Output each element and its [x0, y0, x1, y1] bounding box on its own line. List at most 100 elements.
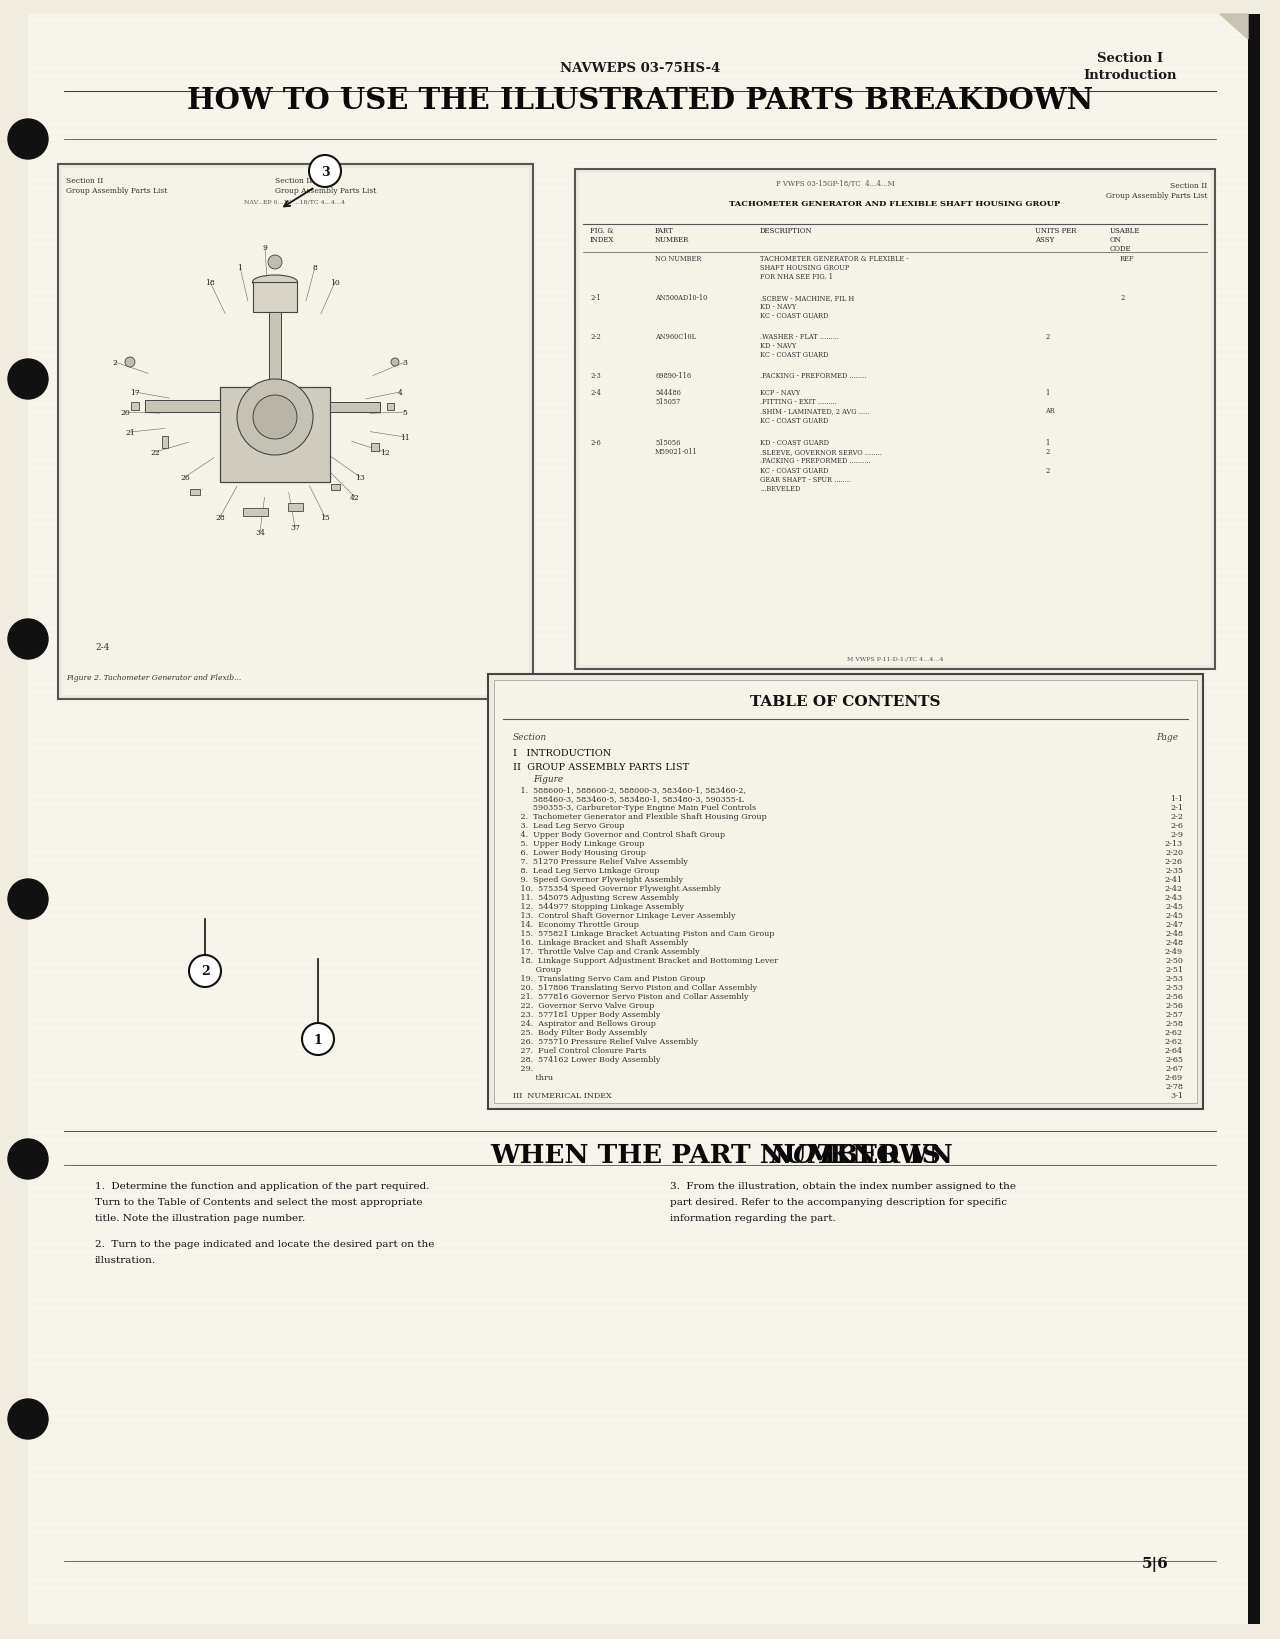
Bar	[163, 436, 168, 449]
FancyBboxPatch shape	[28, 15, 1251, 1624]
Circle shape	[125, 357, 134, 367]
Text: 9.  Speed Governor Flyweight Assembly: 9. Speed Governor Flyweight Assembly	[513, 875, 684, 883]
Text: 29.: 29.	[513, 1064, 534, 1072]
Text: Group Assembly Parts List: Group Assembly Parts List	[67, 187, 168, 195]
Text: KNOWN: KNOWN	[820, 1142, 952, 1167]
Text: 27.  Fuel Control Closure Parts: 27. Fuel Control Closure Parts	[513, 1046, 646, 1054]
Text: PART
NUMBER: PART NUMBER	[655, 226, 690, 244]
Text: 2-4: 2-4	[590, 388, 600, 397]
Text: 7.  51270 Pressure Relief Valve Assembly: 7. 51270 Pressure Relief Valve Assembly	[513, 857, 687, 865]
Text: 2-13: 2-13	[1165, 839, 1183, 847]
Text: 26.  575710 Pressure Relief Valve Assembly: 26. 575710 Pressure Relief Valve Assembl…	[513, 1037, 698, 1046]
Text: Introduction: Introduction	[1083, 69, 1176, 82]
Text: 2-41: 2-41	[1165, 875, 1183, 883]
Text: 2-56: 2-56	[1165, 1001, 1183, 1010]
Text: 21: 21	[125, 429, 134, 436]
Text: 2-2: 2-2	[1170, 813, 1183, 821]
Text: 2-43: 2-43	[1165, 893, 1183, 901]
Text: 42: 42	[351, 493, 360, 502]
Circle shape	[189, 956, 221, 987]
Text: 2: 2	[201, 965, 210, 978]
Text: TACHOMETER GENERATOR & FLEXIBLE -
SHAFT HOUSING GROUP
FOR NHA SEE FIG. 1: TACHOMETER GENERATOR & FLEXIBLE - SHAFT …	[760, 254, 909, 282]
Text: 2-42: 2-42	[1165, 885, 1183, 893]
Text: 6.  Lower Body Housing Group: 6. Lower Body Housing Group	[513, 849, 646, 857]
Circle shape	[8, 620, 49, 659]
Text: 25.  Body Filter Body Assembly: 25. Body Filter Body Assembly	[513, 1028, 648, 1036]
Text: Section II: Section II	[275, 177, 312, 185]
Bar	[145, 402, 220, 413]
Text: 3: 3	[402, 359, 407, 367]
Text: title. Note the illustration page number.: title. Note the illustration page number…	[95, 1213, 305, 1223]
Text: 24.  Aspirator and Bellows Group: 24. Aspirator and Bellows Group	[513, 1019, 655, 1028]
FancyBboxPatch shape	[579, 174, 1211, 665]
Text: 2-51: 2-51	[1165, 965, 1183, 974]
Text: 37: 37	[291, 524, 300, 531]
Text: Section: Section	[513, 733, 547, 741]
Text: 2-20: 2-20	[1165, 849, 1183, 857]
Text: 20.  517806 Translating Servo Piston and Collar Assembly: 20. 517806 Translating Servo Piston and …	[513, 983, 756, 992]
Text: illustration.: illustration.	[95, 1255, 156, 1264]
Text: .SCREW - MACHINE, FIL H
KD - NAVY
KC - COAST GUARD: .SCREW - MACHINE, FIL H KD - NAVY KC - C…	[760, 293, 854, 320]
Text: 2-6: 2-6	[1170, 821, 1183, 829]
Text: DESCRIPTION: DESCRIPTION	[760, 226, 813, 234]
Text: Figure: Figure	[532, 775, 563, 783]
Text: Section II: Section II	[1170, 182, 1207, 190]
Text: 15: 15	[320, 513, 330, 521]
Text: Section II: Section II	[67, 177, 104, 185]
Bar	[288, 503, 303, 511]
Text: 11.  545075 Adjusting Screw Assembly: 11. 545075 Adjusting Screw Assembly	[513, 893, 678, 901]
Text: 2-78: 2-78	[1165, 1082, 1183, 1090]
Text: 2-1: 2-1	[590, 293, 600, 302]
Text: TACHOMETER GENERATOR AND FLEXIBLE SHAFT HOUSING GROUP: TACHOMETER GENERATOR AND FLEXIBLE SHAFT …	[730, 200, 1061, 208]
Text: 11: 11	[401, 434, 410, 443]
Text: information regarding the part.: information regarding the part.	[669, 1213, 836, 1223]
Text: Group: Group	[513, 965, 561, 974]
Text: 2.  Tachometer Generator and Flexible Shaft Housing Group: 2. Tachometer Generator and Flexible Sha…	[513, 813, 767, 821]
Text: KCP - NAVY
.FITTING - EXIT .........
.SHIM - LAMINATED, 2 AVG .....
KC - COAST G: KCP - NAVY .FITTING - EXIT ......... .SH…	[760, 388, 869, 425]
Text: UNITS PER
ASSY: UNITS PER ASSY	[1036, 226, 1076, 244]
Polygon shape	[1220, 15, 1248, 39]
Text: 2-26: 2-26	[1165, 857, 1183, 865]
Text: M VWPS P-11-D-1:/TC 4...4...4: M VWPS P-11-D-1:/TC 4...4...4	[847, 657, 943, 662]
Bar	[330, 403, 380, 413]
Circle shape	[308, 156, 340, 188]
Text: 22.  Governor Servo Valve Group: 22. Governor Servo Valve Group	[513, 1001, 654, 1010]
Text: 2: 2	[1120, 293, 1124, 302]
Text: AN960C10L: AN960C10L	[655, 333, 696, 341]
Text: 10: 10	[330, 279, 340, 287]
Text: 69890-116: 69890-116	[655, 372, 691, 380]
Text: 2-53: 2-53	[1165, 983, 1183, 992]
Text: 2-57: 2-57	[1165, 1010, 1183, 1018]
Text: 2-62: 2-62	[1165, 1037, 1183, 1046]
Text: .WASHER - FLAT .........
KD - NAVY
KC - COAST GUARD: .WASHER - FLAT ......... KD - NAVY KC - …	[760, 333, 838, 359]
Text: 28.  574162 Lower Body Assembly: 28. 574162 Lower Body Assembly	[513, 1056, 660, 1064]
Text: 2-56: 2-56	[1165, 992, 1183, 1000]
Text: I   INTRODUCTION: I INTRODUCTION	[513, 749, 612, 757]
Text: 1.  588600-1, 588600-2, 588000-3, 583460-1, 583460-2,: 1. 588600-1, 588600-2, 588000-3, 583460-…	[513, 785, 746, 793]
Text: WHEN THE PART NUMBER IS: WHEN THE PART NUMBER IS	[490, 1142, 950, 1167]
Text: 28: 28	[215, 513, 225, 521]
Circle shape	[268, 256, 282, 270]
Text: 13.  Control Shaft Governor Linkage Lever Assembly: 13. Control Shaft Governor Linkage Lever…	[513, 911, 736, 919]
Text: 26: 26	[180, 474, 189, 482]
Text: Group Assembly Parts List: Group Assembly Parts List	[275, 187, 376, 195]
Circle shape	[8, 120, 49, 161]
Text: 2-62: 2-62	[1165, 1028, 1183, 1036]
Text: 18: 18	[205, 279, 215, 287]
Text: 1.  Determine the function and application of the part required.: 1. Determine the function and applicatio…	[95, 1182, 430, 1190]
Bar	[332, 485, 340, 490]
Text: 2-45: 2-45	[1165, 903, 1183, 910]
Text: Section I: Section I	[1097, 52, 1164, 66]
Text: 34: 34	[255, 529, 265, 536]
Text: 2-49: 2-49	[1165, 947, 1183, 956]
Text: 4.  Upper Body Governor and Control Shaft Group: 4. Upper Body Governor and Control Shaft…	[513, 831, 726, 839]
Text: 16.  Linkage Bracket and Shaft Assembly: 16. Linkage Bracket and Shaft Assembly	[513, 939, 689, 946]
Text: 2-58: 2-58	[1165, 1019, 1183, 1028]
Text: 2-35: 2-35	[1165, 867, 1183, 875]
Text: Page: Page	[1156, 733, 1178, 741]
Text: 5.  Upper Body Linkage Group: 5. Upper Body Linkage Group	[513, 839, 645, 847]
Text: 2-3: 2-3	[590, 372, 600, 380]
Circle shape	[8, 1139, 49, 1180]
Text: 23.  577181 Upper Body Assembly: 23. 577181 Upper Body Assembly	[513, 1010, 660, 1018]
Ellipse shape	[252, 275, 297, 290]
